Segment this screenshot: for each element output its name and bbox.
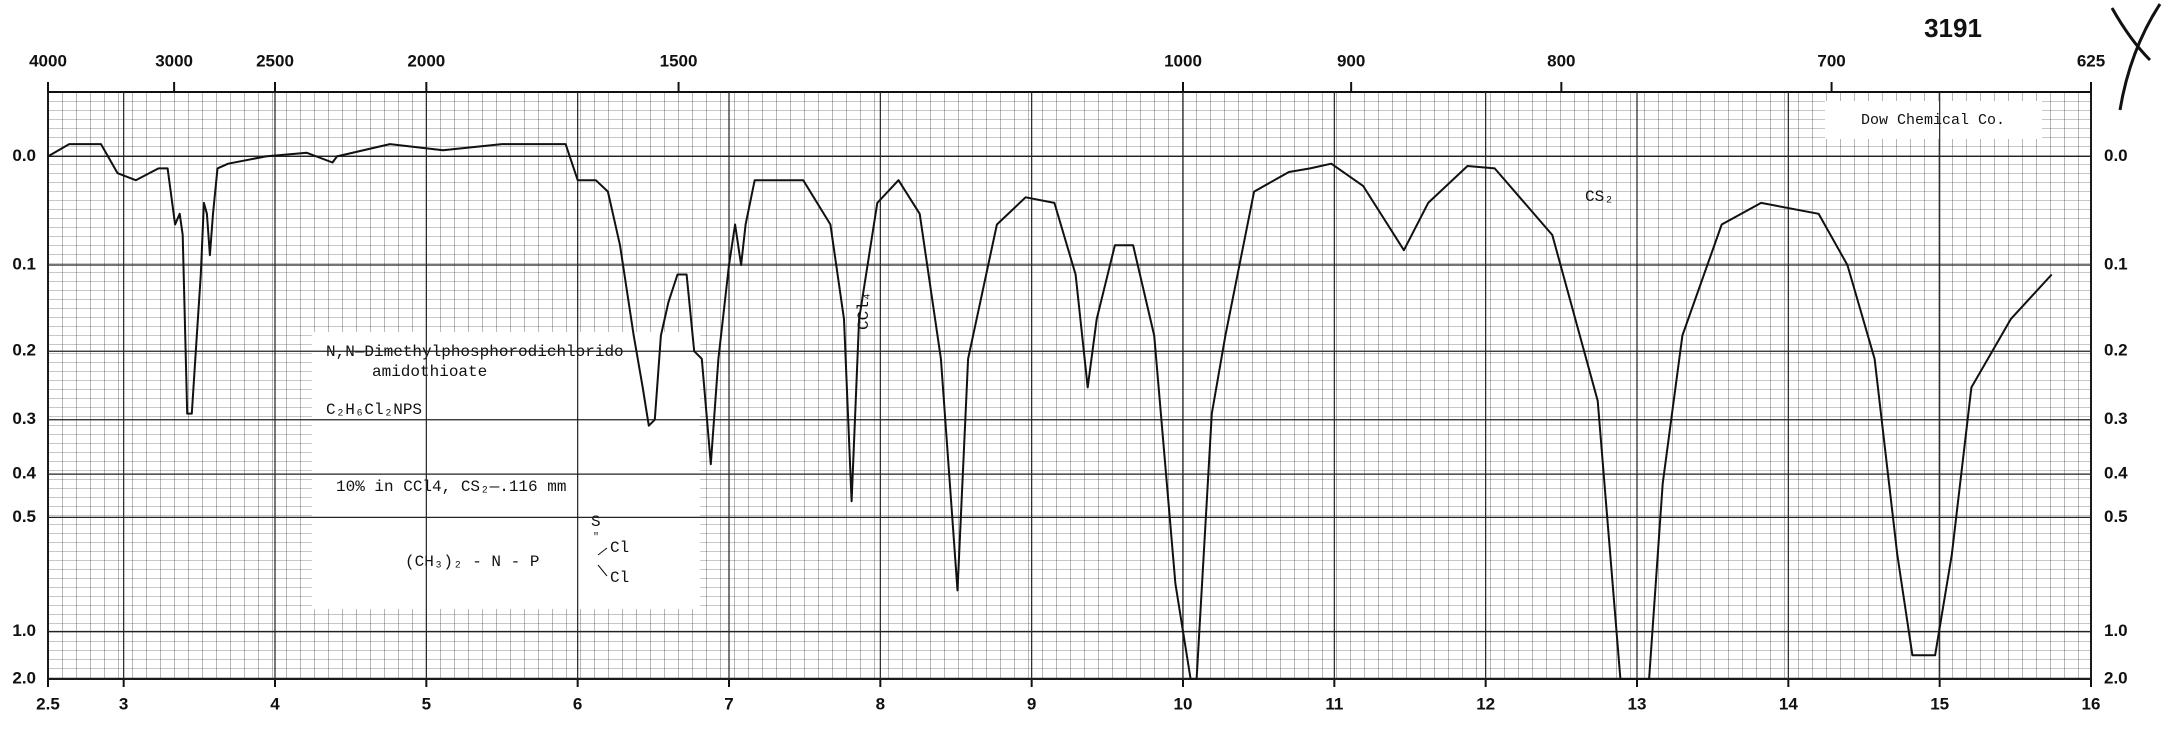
double-bond: "	[593, 532, 599, 544]
spectrum-line	[47, 143, 2053, 680]
y-tick-label-right: 0.4	[2104, 464, 2128, 483]
x2-tick-label: 2500	[256, 51, 294, 70]
x-tick-label: 7	[724, 694, 733, 713]
formula: C₂H₆Cl₂NPS	[326, 401, 422, 419]
y-tick-label-right: 0.0	[2104, 146, 2128, 165]
x-tick-label: 12	[1476, 694, 1495, 713]
x-tick-label: 16	[2082, 694, 2101, 713]
x-tick-label: 6	[573, 694, 582, 713]
compound-name: amidothioate	[372, 363, 487, 381]
x-tick-label: 4	[270, 694, 280, 713]
x-tick-label: 2.5	[36, 694, 60, 713]
y-tick-label: 0.5	[12, 507, 36, 526]
x2-tick-label: 625	[2077, 51, 2105, 70]
x-tick-label: 8	[876, 694, 885, 713]
x2-tick-label: 700	[1817, 51, 1845, 70]
y-tick-label-right: 0.1	[2104, 254, 2128, 273]
y-tick-label-right: 0.2	[2104, 341, 2128, 360]
x2-tick-label: 3000	[155, 51, 193, 70]
y-tick-label: 0.3	[12, 409, 36, 428]
y-tick-label: 0.1	[12, 254, 36, 273]
structure: Cl	[610, 569, 629, 587]
x-tick-label: 13	[1628, 694, 1647, 713]
y-tick-label-right: 2.0	[2104, 668, 2128, 687]
credit: Dow Chemical Co.	[1861, 112, 2005, 129]
corner-mark	[2110, 3, 2162, 111]
y-tick-label-right: 1.0	[2104, 621, 2128, 640]
x-tick-label: 3	[119, 694, 128, 713]
x-tick-label: 15	[1930, 694, 1949, 713]
x2-tick-label: 4000	[29, 51, 67, 70]
info-box	[312, 332, 700, 609]
bond	[597, 547, 608, 556]
y-tick-label: 0.0	[12, 146, 36, 165]
x-tick-label: 11	[1325, 694, 1343, 713]
credit-box	[1825, 101, 2042, 139]
x-tick-label: 10	[1174, 694, 1193, 713]
x-tick-label: 5	[422, 694, 431, 713]
x2-tick-label: 900	[1337, 51, 1365, 70]
structure: (CH₃)₂ - N - P	[405, 553, 539, 571]
compound-name: N,N—Dimethylphosphorodichlorido	[326, 343, 624, 361]
x-tick-label: 9	[1027, 694, 1036, 713]
y-tick-label: 0.4	[12, 464, 36, 483]
structure: S	[591, 513, 601, 531]
y-tick-label-right: 0.3	[2104, 409, 2128, 428]
y-tick-label: 2.0	[12, 668, 36, 687]
x2-tick-label: 2000	[407, 51, 445, 70]
annotation: CS₂	[1585, 188, 1614, 206]
conditions: 10% in CCl4, CS₂—.116 mm	[336, 478, 566, 496]
page-number: 3191	[1924, 13, 1982, 43]
y-tick-label: 0.2	[12, 341, 36, 360]
y-tick-label: 1.0	[12, 621, 36, 640]
bond	[597, 564, 608, 577]
x2-tick-label: 1500	[660, 51, 698, 70]
x2-tick-label: 800	[1547, 51, 1575, 70]
structure: Cl	[610, 539, 629, 557]
y-tick-label-right: 0.5	[2104, 507, 2128, 526]
x-tick-label: 14	[1779, 694, 1798, 713]
x2-tick-label: 1000	[1164, 51, 1202, 70]
